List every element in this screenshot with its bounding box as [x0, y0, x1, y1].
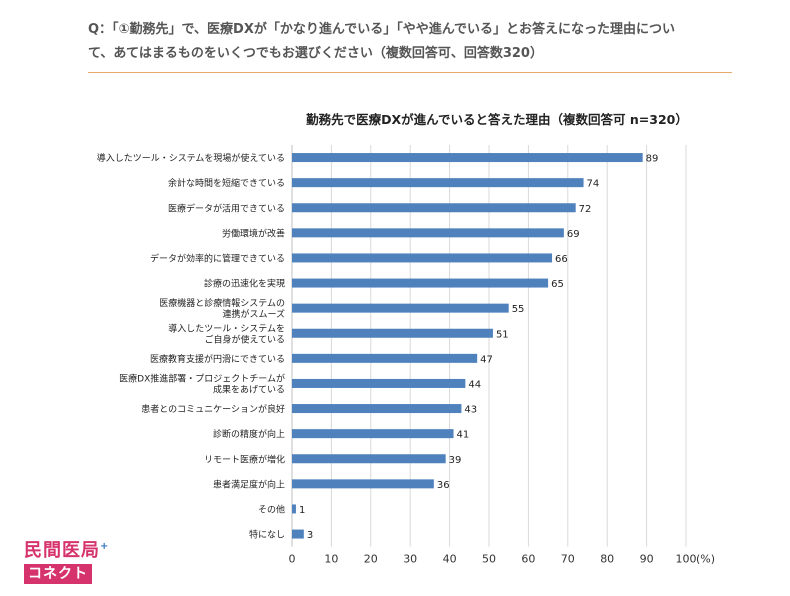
category-label-line: 導入したツール・システムを現場が使えている — [97, 152, 285, 164]
data-label: 72 — [579, 204, 592, 215]
category-label-line: 診療の迅速化を実現 — [204, 278, 285, 290]
bar — [292, 454, 446, 464]
category-label-line: データが効率的に管理できている — [150, 252, 285, 264]
category-label-line: 医療データが活用できている — [168, 202, 285, 214]
bar — [292, 429, 454, 439]
category-label: 導入したツール・システムをご自身が使えている — [168, 322, 285, 345]
category-label: 導入したツール・システムを現場が使えている — [97, 152, 285, 164]
category-label: 診断の精度が向上 — [213, 428, 285, 440]
category-label: 特になし — [249, 529, 285, 541]
category-label-line: 患者とのコミュニケーションが良好 — [141, 403, 285, 415]
bar — [292, 253, 553, 263]
logo-text-bottom: コネクト — [24, 564, 92, 584]
category-label: その他 — [258, 503, 285, 515]
x-tick-label: 100 — [676, 553, 697, 566]
data-label: 66 — [555, 254, 568, 265]
bar — [292, 479, 434, 489]
data-label: 55 — [512, 304, 525, 315]
data-label: 89 — [646, 154, 659, 165]
category-label: データが効率的に管理できている — [150, 252, 285, 264]
bar — [292, 529, 304, 539]
bar — [292, 178, 584, 188]
bar — [292, 404, 462, 414]
data-label: 51 — [496, 329, 509, 340]
data-label: 47 — [480, 354, 493, 365]
bar — [292, 504, 296, 514]
data-label: 44 — [468, 379, 481, 390]
question-line-1: Q：「①勤務先」で、医療DXが「かなり進んでいる」「やや進んでいる」とお答えにな… — [88, 22, 676, 37]
category-label-line: その他 — [258, 503, 285, 515]
logo-text-top: 民間医局 — [24, 540, 100, 561]
category-label-line: リモート医療が増化 — [204, 453, 285, 465]
category-label: 医療教育支援が円滑にできている — [150, 353, 285, 365]
category-label: 患者満足度が向上 — [213, 478, 285, 490]
category-label-line: 導入したツール・システムを — [168, 322, 285, 334]
data-label: 36 — [437, 480, 450, 491]
category-label-line: 医療DX推進部署・プロジェクトチームが — [119, 372, 285, 384]
category-label-line: 診断の精度が向上 — [213, 428, 285, 440]
bar — [292, 378, 466, 388]
x-tick-label: 20 — [364, 553, 378, 566]
x-tick-label: 70 — [561, 553, 575, 566]
data-label: 43 — [464, 405, 477, 416]
bar — [292, 228, 564, 238]
data-label: 1 — [299, 505, 305, 516]
category-label: 医療DX推進部署・プロジェクトチームが成果をあげている — [119, 372, 285, 395]
chart-title: 勤務先で医療DXが進んでいると答えた理由（複数回答可 n=320） — [306, 112, 688, 127]
category-label-line: 成果をあげている — [213, 383, 285, 395]
question-text: Q：「①勤務先」で、医療DXが「かなり進んでいる」「やや進んでいる」とお答えにな… — [88, 18, 738, 66]
category-label: 患者とのコミュニケーションが良好 — [141, 403, 285, 415]
bar — [292, 328, 493, 338]
category-label-line: ご自身が使えている — [204, 333, 285, 345]
x-tick-label: 0 — [289, 553, 296, 566]
x-axis-ticks: 0 10 20 30 40 50 60 70 80 90 100 (%) — [289, 553, 716, 566]
data-label: 74 — [587, 179, 600, 190]
category-label-line: 医療機器と診療情報システムの — [159, 297, 285, 309]
plus-icon: + — [100, 541, 110, 552]
x-tick-label: 50 — [482, 553, 496, 566]
bar — [292, 278, 549, 288]
category-label-line: 労働環境が改善 — [222, 227, 285, 239]
category-label: 医療データが活用できている — [168, 202, 285, 214]
category-labels: 導入したツール・システムを現場が使えている余計な時間を短縮できている医療データが… — [97, 152, 285, 541]
bar — [292, 153, 643, 163]
category-label-line: 余計な時間を短縮できている — [168, 177, 285, 189]
category-label: 診療の迅速化を実現 — [204, 278, 285, 290]
category-label-line: 医療教育支援が円滑にできている — [150, 353, 285, 365]
data-label: 39 — [449, 455, 462, 466]
category-label: 労働環境が改善 — [222, 227, 285, 239]
bar — [292, 353, 478, 363]
x-tick-label: 40 — [443, 553, 457, 566]
x-tick-label: 30 — [403, 553, 417, 566]
category-label-line: 特になし — [249, 529, 285, 541]
data-label: 65 — [551, 279, 564, 290]
category-label-line: 患者満足度が向上 — [213, 478, 285, 490]
category-label: リモート医療が増化 — [204, 453, 285, 465]
question-divider — [88, 72, 732, 73]
data-label: 69 — [567, 229, 580, 240]
x-tick-label: 90 — [640, 553, 654, 566]
bar — [292, 203, 576, 213]
brand-logo: 民間医局+ コネクト — [24, 536, 110, 584]
data-label: 3 — [307, 530, 313, 541]
bar-series: 89 74 72 69 66 65 55 51 47 44 43 41 39 36 1 3 — [292, 153, 658, 541]
x-tick-label: 10 — [324, 553, 338, 566]
x-tick-label: 80 — [600, 553, 614, 566]
x-axis-unit: (%) — [696, 553, 715, 566]
question-line-2: て、あてはまるものをいくつでもお選びください（複数回答可、回答数320） — [88, 46, 543, 61]
data-label: 41 — [457, 430, 470, 441]
bar — [292, 303, 509, 313]
category-label-line: 連携がスムーズ — [222, 308, 285, 320]
x-tick-label: 60 — [521, 553, 535, 566]
category-label: 余計な時間を短縮できている — [168, 177, 285, 189]
category-label: 医療機器と診療情報システムの連携がスムーズ — [159, 297, 285, 320]
